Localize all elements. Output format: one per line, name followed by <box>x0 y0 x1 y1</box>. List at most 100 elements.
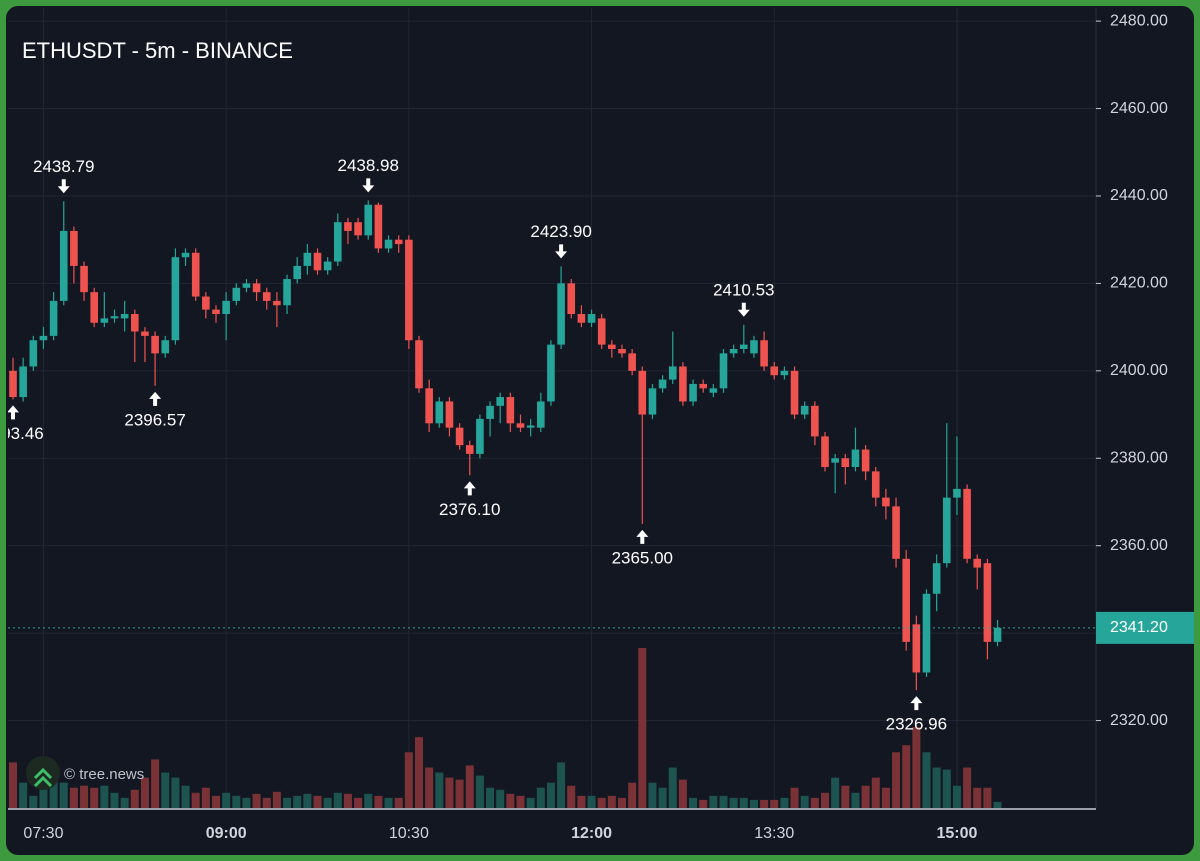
volume-bar <box>90 787 99 808</box>
volume-bar <box>993 801 1002 808</box>
candle-body <box>943 497 951 564</box>
volume-bar <box>760 799 769 808</box>
volume-bar <box>364 793 373 808</box>
volume-bar <box>546 782 555 808</box>
candle-body <box>587 314 596 323</box>
candle-body <box>871 471 880 498</box>
volume-bar <box>790 787 799 808</box>
candle-body <box>191 252 200 297</box>
volume-bar <box>120 797 129 808</box>
volume-bar <box>161 772 170 808</box>
volume-bar <box>242 797 251 808</box>
volume-bar <box>354 797 363 808</box>
candle-body <box>151 335 159 354</box>
volume-bar <box>201 787 210 808</box>
candle-body <box>699 383 707 389</box>
low-arrow <box>910 696 923 711</box>
high-label: 2410.53 <box>713 280 774 299</box>
candle-body <box>851 449 860 468</box>
volume-bar <box>19 782 28 808</box>
candle-body <box>334 222 342 262</box>
y-tick-label: 2400.00 <box>1110 362 1168 379</box>
volume-bar <box>881 787 890 808</box>
low-label: 2365.00 <box>612 548 673 567</box>
candle-body <box>577 314 586 323</box>
volume-bar <box>222 792 231 808</box>
candle-body <box>557 283 565 345</box>
candle-body <box>212 309 220 315</box>
volume-bar <box>445 777 454 808</box>
candle-body <box>293 265 301 280</box>
volume-bar <box>404 752 413 808</box>
high-arrow <box>555 244 568 259</box>
low-arrow <box>149 391 162 406</box>
candle-body <box>679 366 687 402</box>
candle-body <box>567 283 576 315</box>
candle-body <box>273 300 281 306</box>
volume-bar <box>587 795 596 808</box>
volume-bar <box>333 792 342 808</box>
candle-body <box>486 405 494 419</box>
candle-body <box>9 370 17 398</box>
candle-body <box>790 370 799 415</box>
candle-body <box>821 436 829 468</box>
volume-bar <box>831 777 840 808</box>
low-arrow <box>8 405 19 420</box>
candle-body <box>100 318 109 323</box>
candle-body <box>526 425 535 428</box>
candle-body <box>344 222 352 231</box>
y-tick-label: 2480.00 <box>1110 12 1168 29</box>
candle-body <box>19 366 27 398</box>
volume-bar <box>851 792 860 808</box>
candle-body <box>608 344 616 349</box>
candle-body <box>141 331 149 336</box>
volume-bar <box>293 795 302 808</box>
volume-bar <box>557 762 566 808</box>
panel <box>6 6 1194 855</box>
candle-body <box>394 239 403 245</box>
volume-bar <box>252 793 261 808</box>
volume-bar <box>638 648 647 808</box>
candle-body <box>59 230 68 301</box>
candle-body <box>110 316 119 319</box>
chart-title: ETHUSDT - 5m - BINANCE <box>22 38 293 63</box>
volume-bar <box>272 791 281 808</box>
candle-body <box>628 353 636 371</box>
candle-body <box>892 506 900 559</box>
candle-body <box>465 445 474 454</box>
volume-bar <box>59 782 68 808</box>
candle-body <box>131 314 139 332</box>
candle-body <box>882 497 890 507</box>
x-tick-label: 13:30 <box>754 825 794 842</box>
volume-bar <box>892 752 901 808</box>
volume-bar <box>749 799 758 808</box>
candle-body <box>70 230 78 266</box>
x-tick-label: 07:30 <box>23 825 63 842</box>
candle-body <box>455 427 464 446</box>
volume-bar <box>536 787 545 808</box>
volume-bar <box>465 765 474 808</box>
candle-body <box>120 314 129 319</box>
volume-bar <box>912 726 921 808</box>
volume-bar <box>567 785 576 808</box>
candle-body <box>648 388 657 415</box>
volume-bar <box>49 777 58 808</box>
x-tick-label: 10:30 <box>389 825 429 842</box>
candle-body <box>435 401 444 424</box>
volume-bar <box>963 767 972 808</box>
volume-bar <box>841 785 850 808</box>
volume-bar <box>942 769 951 808</box>
candle-body <box>719 353 728 389</box>
candle-body <box>222 300 230 315</box>
candle-body <box>161 340 170 354</box>
volume-bar <box>902 745 911 808</box>
x-tick-label: 12:00 <box>571 825 612 842</box>
candle-body <box>506 397 515 424</box>
volume-bar <box>39 787 48 808</box>
low-arrow <box>636 529 649 544</box>
volume-bar <box>770 799 779 808</box>
high-label: 2438.79 <box>33 157 94 176</box>
candle-body <box>262 292 271 301</box>
candle-body <box>597 318 606 345</box>
volume-bar <box>435 772 444 808</box>
